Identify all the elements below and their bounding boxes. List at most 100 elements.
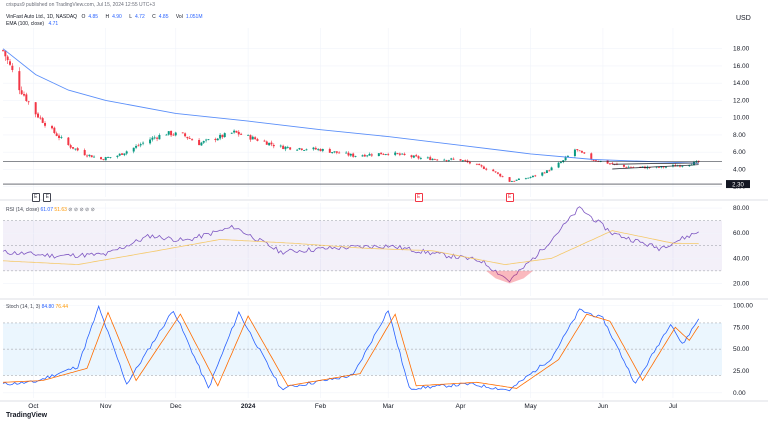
candle-body	[272, 144, 275, 147]
candle-body	[23, 94, 26, 96]
candle-body	[377, 153, 380, 157]
candle-body	[104, 157, 107, 161]
candle-body	[450, 158, 453, 160]
candle-body	[529, 177, 532, 178]
y-tick-label: 10.00	[733, 115, 750, 122]
candle-body	[550, 167, 553, 171]
earnings-marker[interactable]: E	[414, 193, 423, 202]
candle-body	[321, 148, 324, 151]
candle-body	[216, 138, 219, 141]
y-tick-label: 50.00	[733, 346, 750, 353]
candle-body	[4, 50, 7, 57]
candle-body	[60, 137, 63, 138]
candle-body	[478, 163, 481, 166]
candle-body	[564, 157, 567, 161]
candle-body	[270, 142, 273, 145]
candle-body	[380, 152, 383, 155]
candle-body	[11, 65, 14, 71]
candle-body	[510, 181, 513, 182]
candle-body	[559, 162, 562, 164]
earnings-marker[interactable]: E	[43, 193, 52, 202]
candle-body	[349, 153, 352, 156]
ema-legend[interactable]: EMA (100, close) 4.71	[6, 21, 61, 27]
candle-body	[41, 118, 44, 123]
candle-body	[305, 149, 308, 151]
x-tick-label: Apr	[455, 403, 466, 410]
candle-body	[67, 137, 70, 146]
candle-body	[149, 139, 152, 144]
candle-body	[279, 145, 282, 147]
candle-body	[135, 145, 138, 148]
candle-body	[485, 168, 488, 170]
candle-body	[464, 159, 467, 161]
candle-body	[303, 150, 306, 151]
candle-body	[557, 162, 560, 168]
candle-body	[333, 151, 336, 153]
candle-body	[109, 157, 112, 158]
x-tick-label: 2024	[241, 403, 256, 410]
candle-body	[419, 158, 422, 159]
candle-body	[541, 172, 544, 176]
candle-body	[240, 133, 243, 135]
stoch-d-value: 76.44	[55, 304, 68, 310]
candle-body	[410, 155, 413, 158]
candle-body	[475, 163, 478, 165]
candle-body	[172, 134, 175, 136]
candle-body	[139, 144, 142, 146]
x-tick-label: Mar	[383, 403, 395, 410]
y-tick-label: 6.00	[733, 149, 746, 156]
rsi-legend[interactable]: RSI (14, close) 61.07 51.63 ⊘ ⊘ ⊘ ⊘ ⊘	[6, 207, 95, 213]
candle-body	[363, 154, 366, 157]
x-axis: Oct Nov Dec 2024 Feb Mar Apr May Jun Jul	[28, 28, 678, 410]
candle-body	[688, 165, 691, 167]
candle-body	[664, 166, 667, 168]
candle-body	[27, 101, 30, 103]
candle-body	[312, 147, 315, 150]
y-tick-label: 75.00	[733, 324, 750, 331]
rsi-label: RSI (14, close)	[6, 207, 40, 213]
earnings-marker[interactable]: E	[505, 193, 514, 202]
stoch-legend[interactable]: Stoch (14, 1, 3) 84.80 76.44	[6, 304, 68, 310]
candle-body	[223, 133, 226, 138]
candle-body	[153, 137, 156, 139]
y-tick-label: 16.00	[733, 63, 750, 70]
candle-body	[632, 167, 635, 168]
earnings-marker[interactable]: E	[31, 193, 40, 202]
published-caption: crispus9 published on TradingView.com, J…	[6, 2, 156, 8]
ohlc-volume: Vol 1.051M	[175, 14, 203, 20]
candle-body	[426, 157, 429, 159]
y-tick-label: 12.00	[733, 97, 750, 104]
candle-body	[433, 159, 436, 160]
price-tag-label: 2.30	[732, 182, 744, 188]
candle-body	[599, 160, 602, 162]
symbol-legend[interactable]: VinFast Auto Ltd., 1D, NASDAQ O 4.85 H 4.9…	[6, 14, 209, 20]
candle-body	[592, 160, 595, 161]
candle-body	[387, 154, 390, 155]
candle-body	[524, 178, 527, 180]
candle-body	[534, 175, 537, 177]
candle-body	[296, 149, 299, 151]
candle-body	[527, 177, 530, 179]
candle-body	[116, 155, 119, 157]
tradingview-logo[interactable]: TradingView	[6, 412, 47, 419]
candle-body	[55, 133, 58, 136]
stoch-label: Stoch (14, 1, 3)	[6, 304, 41, 310]
candle-body	[249, 135, 252, 140]
rsi-value: 61.07	[40, 207, 53, 213]
candle-body	[132, 147, 135, 152]
candle-body	[167, 131, 170, 135]
candle-body	[443, 159, 446, 161]
y-tick-label: 0.00	[733, 390, 746, 397]
candle-body	[431, 158, 434, 161]
ohlc-high: H 4.90	[105, 14, 122, 20]
candle-body	[251, 136, 254, 140]
candle-body	[468, 161, 471, 164]
candle-body	[158, 135, 161, 140]
candle-body	[531, 175, 534, 178]
trendline	[612, 164, 699, 170]
candle-body	[93, 156, 96, 158]
candle-body	[20, 90, 23, 95]
candle-body	[366, 155, 369, 157]
candle-body	[300, 148, 303, 150]
